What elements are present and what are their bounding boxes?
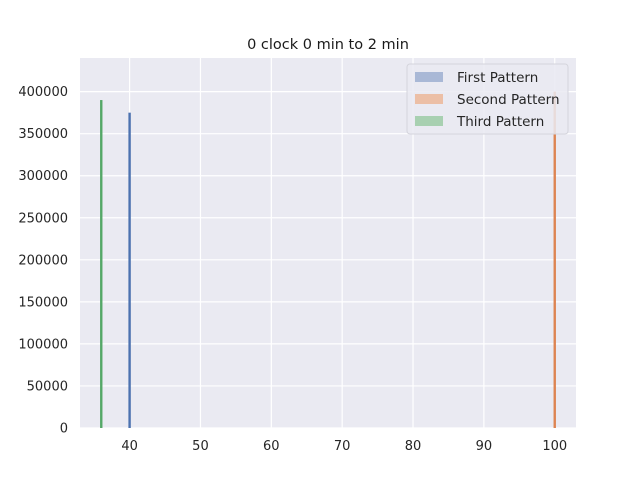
y-tick-label-8: 400000 xyxy=(18,85,68,100)
x-tick-label-3: 70 xyxy=(334,439,351,454)
x-tick-label-0: 40 xyxy=(121,439,138,454)
x-tick-label-5: 90 xyxy=(476,439,493,454)
y-tick-label-2: 100000 xyxy=(18,337,68,352)
y-tick-label-6: 300000 xyxy=(18,169,68,184)
grid-lines xyxy=(80,58,576,429)
legend-label-second-pattern: Second Pattern xyxy=(457,92,560,108)
x-tick-label-2: 60 xyxy=(263,439,280,454)
y-tick-label-3: 150000 xyxy=(18,295,68,310)
bar-third-pattern-0 xyxy=(100,100,103,428)
y-tick-label-0: 0 xyxy=(60,422,68,437)
legend-box xyxy=(406,63,569,135)
y-tick-label-7: 350000 xyxy=(18,127,68,142)
bar-first-pattern-0 xyxy=(128,112,131,428)
x-tick-label-4: 80 xyxy=(405,439,422,454)
chart-title: 0 clock 0 min to 2 min xyxy=(247,37,409,53)
legend-swatch-first-pattern xyxy=(415,72,443,82)
y-tick-label-5: 250000 xyxy=(18,211,68,226)
bars xyxy=(100,91,556,429)
x-tick-label-1: 50 xyxy=(192,439,209,454)
legend-swatch-second-pattern xyxy=(415,94,443,104)
bar-second-pattern-0 xyxy=(553,91,556,429)
y-tick-labels: 0 50000 100000 150000 200000 250000 300000 3500… xyxy=(18,85,68,436)
legend: First Pattern Second Pattern Third Pattern xyxy=(406,63,569,135)
legend-label-third-pattern: Third Pattern xyxy=(456,114,544,130)
y-tick-label-1: 50000 xyxy=(27,379,68,394)
x-tick-label-6: 100 xyxy=(542,439,567,454)
y-tick-label-4: 200000 xyxy=(18,253,68,268)
x-tick-labels: 40 50 60 70 80 90 100 xyxy=(121,439,567,454)
legend-label-first-pattern: First Pattern xyxy=(457,70,538,86)
legend-swatch-third-pattern xyxy=(415,116,443,126)
